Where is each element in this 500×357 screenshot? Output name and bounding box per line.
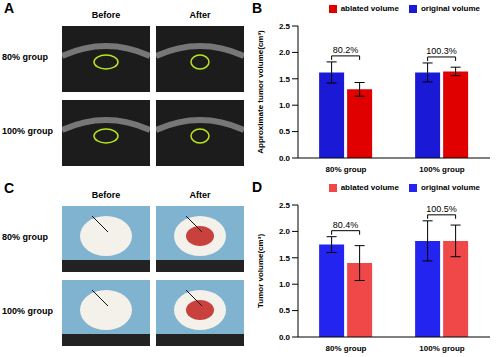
svg-text:80.2%: 80.2% bbox=[333, 45, 359, 55]
svg-text:100% group: 100% group bbox=[419, 344, 464, 353]
svg-text:100.5%: 100.5% bbox=[426, 204, 457, 214]
svg-text:1.5: 1.5 bbox=[279, 254, 291, 263]
svg-text:0.0: 0.0 bbox=[279, 333, 291, 342]
html-text:After: After bbox=[189, 10, 211, 20]
svg-text:1.0: 1.0 bbox=[279, 280, 291, 289]
html-text:80% group: 80% group bbox=[2, 52, 48, 62]
svg-text:100.3%: 100.3% bbox=[426, 46, 457, 56]
svg-text:100% group: 100% group bbox=[419, 165, 464, 174]
html-text:Before: Before bbox=[91, 10, 121, 20]
html-text:B: B bbox=[252, 0, 263, 16]
html-text:D: D bbox=[252, 179, 263, 195]
svg-text:Approximate tumor volume(cm³): Approximate tumor volume(cm³) bbox=[256, 30, 265, 154]
svg-text:0.5: 0.5 bbox=[279, 306, 291, 315]
svg-text:1.5: 1.5 bbox=[279, 75, 291, 84]
html-text:100% group: 100% group bbox=[2, 126, 53, 136]
svg-text:0.5: 0.5 bbox=[279, 127, 291, 136]
svg-text:1.0: 1.0 bbox=[279, 101, 291, 110]
svg-text:80% group: 80% group bbox=[326, 344, 367, 353]
svg-text:0.0: 0.0 bbox=[279, 154, 291, 163]
html-text:80% group: 80% group bbox=[2, 232, 48, 242]
html-text:100% group: 100% group bbox=[2, 306, 53, 316]
html-text:After: After bbox=[189, 190, 211, 200]
html-text:A: A bbox=[4, 0, 15, 16]
html-text:ablated volume: ablated volume bbox=[340, 4, 399, 13]
svg-text:80% group: 80% group bbox=[326, 165, 367, 174]
html-text:C: C bbox=[4, 180, 15, 196]
svg-text:2.5: 2.5 bbox=[279, 201, 291, 210]
html-text:original volume: original volume bbox=[420, 183, 480, 192]
svg-text:2.0: 2.0 bbox=[279, 227, 291, 236]
svg-text:Tumor volume(cm³): Tumor volume(cm³) bbox=[256, 234, 265, 308]
svg-text:80.4%: 80.4% bbox=[333, 220, 359, 230]
svg-text:2.0: 2.0 bbox=[279, 48, 291, 57]
svg-text:2.5: 2.5 bbox=[279, 22, 291, 31]
html-text:Before: Before bbox=[91, 190, 121, 200]
html-text:ablated volume: ablated volume bbox=[340, 183, 399, 192]
html-text:original volume: original volume bbox=[420, 4, 480, 13]
